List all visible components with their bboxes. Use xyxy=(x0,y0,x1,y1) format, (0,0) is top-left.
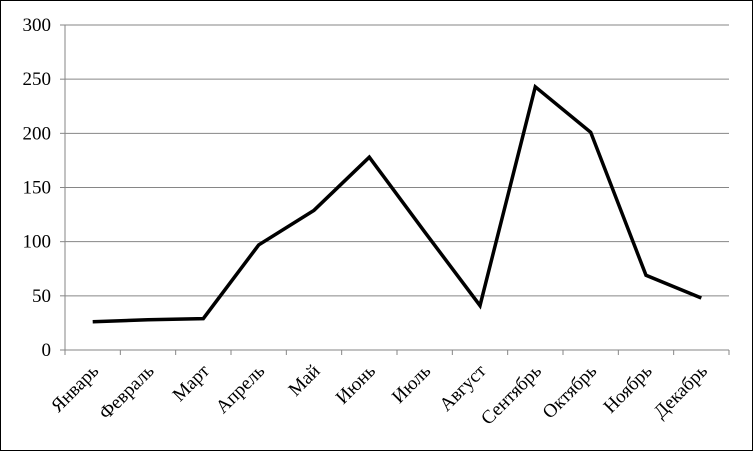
x-tick-label-11: Ноябрь xyxy=(600,360,657,417)
x-tick-label-2: Февраль xyxy=(95,360,159,424)
x-tick-label-6: Июнь xyxy=(332,360,380,408)
x-tick-label-7: Июль xyxy=(388,360,435,407)
y-tick-labels: 0 50 100 150 200 250 300 xyxy=(23,15,52,361)
y-tick-label: 200 xyxy=(23,123,52,144)
x-tick-label-10: Октябрь xyxy=(539,360,602,423)
x-tick-label-3: Март xyxy=(169,360,215,406)
series-line-1 xyxy=(93,87,702,322)
x-tick-label-12: Декабрь xyxy=(650,360,712,422)
y-tick-label: 300 xyxy=(23,15,52,36)
y-tick-label: 250 xyxy=(23,69,52,90)
x-tick-label-8: Август xyxy=(436,360,491,415)
y-tick-label: 150 xyxy=(23,178,52,199)
series-layer xyxy=(93,87,702,322)
x-tick-label-9: Сентябрь xyxy=(477,360,546,429)
x-tick-label-5: Май xyxy=(285,361,325,401)
y-tick-label: 0 xyxy=(42,340,52,361)
y-tick-label: 100 xyxy=(23,232,52,253)
x-tick-label-4: Апрель xyxy=(212,360,269,417)
grid-lines xyxy=(65,25,729,296)
y-tick-label: 50 xyxy=(32,286,51,307)
